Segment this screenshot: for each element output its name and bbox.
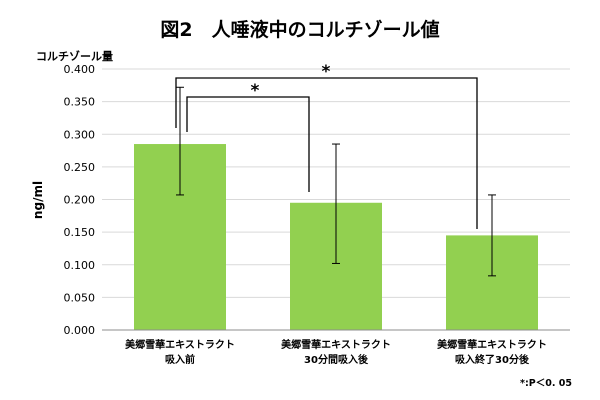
x-category-label: 吸入終了30分後 (455, 353, 530, 366)
x-category-label: 30分間吸入後 (304, 353, 369, 366)
y-tick-label: 0.300 (64, 128, 96, 141)
x-category-label: 美郷雪華エキストラクト (125, 338, 235, 351)
x-category-label: 美郷雪華エキストラクト (437, 338, 547, 351)
unit-label: コルチゾール量 (36, 49, 113, 63)
y-tick-label: 0.250 (64, 161, 96, 174)
footnote: *:P＜0. 05 (520, 378, 572, 389)
significance-mark: * (251, 81, 260, 101)
y-tick-labels: 0.000 0.050 0.100 0.150 0.200 0.250 0.300 0.350… (64, 63, 96, 337)
y-tick-label: 0.050 (64, 291, 96, 304)
bars (134, 144, 538, 330)
chart-title: 図2 人唾液中のコルチゾール値 (160, 18, 439, 41)
x-category-label: 吸入前 (165, 353, 195, 366)
significance-bracket (186, 96, 310, 192)
error-bars (176, 86, 496, 277)
significance-mark: * (322, 62, 331, 82)
y-axis-label: ng/ml (31, 181, 45, 219)
y-tick-label: 0.200 (64, 194, 96, 207)
x-category-label: 美郷雪華エキストラクト (281, 338, 391, 351)
significance-brackets: ** (175, 62, 478, 229)
y-tick-label: 0.000 (64, 324, 96, 337)
y-tick-label: 0.350 (64, 96, 96, 109)
x-category-labels: 美郷雪華エキストラクト吸入前美郷雪華エキストラクト30分間吸入後美郷雪華エキスト… (125, 338, 547, 366)
y-tick-label: 0.100 (64, 259, 96, 272)
y-tick-label: 0.150 (64, 226, 96, 239)
y-tick-label: 0.400 (64, 63, 96, 76)
significance-bracket (175, 77, 478, 229)
